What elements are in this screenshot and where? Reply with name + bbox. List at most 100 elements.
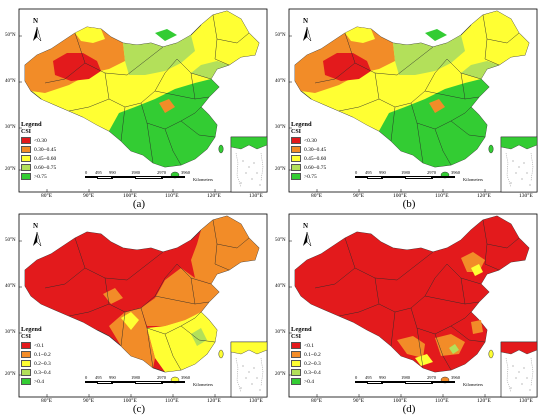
lon-label-90: 90°E (353, 193, 365, 199)
csi-regions (295, 11, 529, 167)
scale-value: 990 (109, 375, 116, 380)
lon-label-90: 90°E (83, 193, 95, 199)
legend-label: 0.3~0.4 (34, 369, 51, 376)
lon-label-130: 130°E (249, 398, 263, 404)
scale-segment (405, 176, 433, 180)
scale-segment (135, 381, 163, 385)
lon-label-130: 130°E (519, 193, 533, 199)
csi-region (25, 232, 195, 330)
panel-caption: (d) (402, 403, 416, 415)
scale-value: 495 (365, 375, 372, 380)
csi-regions (25, 11, 259, 167)
legend-row: 0.2~0.3 (291, 359, 351, 368)
csi-region (201, 11, 259, 65)
taiwan-island (218, 349, 224, 359)
map-svg (18, 213, 268, 398)
lon-label-100: 100°E (393, 398, 407, 404)
csi-region (109, 79, 219, 167)
lat-label-40: 40°N (5, 284, 16, 289)
lon-label-120: 120°E (207, 398, 221, 404)
legend-swatch (21, 146, 31, 153)
csi-region (471, 264, 483, 276)
csi-regions (295, 216, 529, 372)
scale-value: 2970 (427, 170, 436, 175)
province-boundaries (314, 14, 520, 166)
lon-label-80: 80°E (41, 398, 53, 404)
legend-swatch (21, 351, 31, 358)
legend-label: 0.60~0.75 (304, 164, 327, 171)
legend-swatch (291, 369, 301, 376)
scale-segment (381, 381, 405, 383)
legend-row: <0.30 (21, 136, 81, 145)
scale-segment (111, 176, 135, 178)
lon-label-100: 100°E (123, 193, 137, 199)
lat-label-20: 20°N (5, 372, 16, 377)
scale-segment (111, 381, 135, 383)
legend-row: >0.75 (21, 172, 81, 181)
scale-value: 990 (379, 375, 386, 380)
lat-label-30: 30°N (5, 330, 16, 335)
lat-label-40: 40°N (275, 284, 286, 289)
scale-value: 495 (95, 375, 102, 380)
legend-title: Legend (291, 326, 312, 333)
legend-label: 0.2~0.3 (304, 360, 321, 367)
legend-label: 0.30~0.45 (304, 146, 327, 153)
legend-label: 0.1~0.2 (34, 351, 51, 358)
scale-value: 3960 (451, 375, 460, 380)
legend-swatch (291, 164, 301, 171)
scale-value: 3960 (181, 375, 190, 380)
legend-swatch (291, 137, 301, 144)
north-arrow-icon (33, 231, 42, 247)
legend-label: 0.45~0.60 (34, 155, 57, 162)
legend-swatch (21, 137, 31, 144)
legend-row: 0.30~0.45 (21, 145, 81, 154)
scale-value: 3960 (451, 170, 460, 175)
csi-region (471, 320, 483, 334)
north-label: N (303, 222, 309, 230)
scale-value: 0 (355, 375, 358, 380)
lon-label-100: 100°E (123, 398, 137, 404)
lon-label-120: 120°E (477, 193, 491, 199)
legend-label: >0.4 (34, 378, 44, 385)
legend-swatch (21, 378, 31, 385)
legend-swatch (291, 351, 301, 358)
north-arrow-icon (303, 231, 312, 247)
legend-row: <0.1 (21, 341, 81, 350)
lon-label-110: 110°E (165, 398, 179, 404)
legend-swatch (21, 164, 31, 171)
csi-region (155, 29, 177, 41)
csi-region (397, 336, 425, 358)
map-svg (288, 213, 538, 398)
south-china-sea-inset-map (500, 136, 538, 193)
csi-region (345, 27, 375, 43)
lat-label-30: 30°N (275, 330, 286, 335)
legend-label: <0.1 (304, 342, 314, 349)
map-panel-a: N 50°N 40°N 30°N 20°N 80°E 90°E 100°E 11… (5, 3, 273, 210)
lon-label-90: 90°E (83, 398, 95, 404)
csi-region (191, 328, 207, 346)
lon-label-80: 80°E (41, 193, 53, 199)
scale-segment (161, 176, 185, 178)
lon-label-110: 110°E (435, 398, 449, 404)
scale-value: 0 (85, 375, 88, 380)
legend-swatch (21, 369, 31, 376)
lat-label-20: 20°N (275, 167, 286, 172)
legend-label: 0.2~0.3 (34, 360, 51, 367)
csi-region (75, 27, 105, 43)
csi-region (191, 61, 229, 79)
legend: Legend CSI <0.1 0.1~0.2 0.2~0.3 0.3~0.4 … (291, 326, 351, 386)
csi-region (323, 53, 371, 81)
province-boundaries (44, 14, 250, 166)
scale-value: 3960 (181, 170, 190, 175)
csi-region (109, 308, 155, 368)
legend-label: <0.30 (304, 137, 317, 144)
lon-label-130: 130°E (519, 398, 533, 404)
legend-row: 0.1~0.2 (21, 350, 81, 359)
scale-segment (431, 381, 455, 383)
lon-label-110: 110°E (435, 193, 449, 199)
scale-segment (135, 176, 163, 180)
legend-title: Legend (21, 121, 42, 128)
province-boundaries (314, 219, 520, 371)
legend-label: >0.75 (34, 173, 47, 180)
legend-label: >0.4 (304, 378, 314, 385)
